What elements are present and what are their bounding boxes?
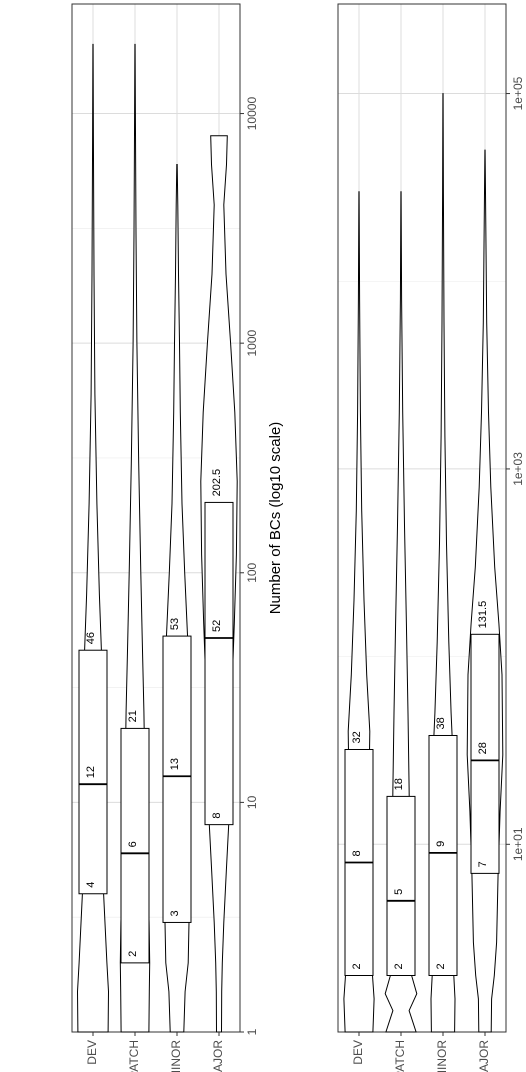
annotation-q1: 2 [435,963,447,969]
plot-border [337,3,507,1033]
annotation-q1: 4 [85,882,97,888]
annotation-q3: 21 [127,710,139,722]
annotation-q1: 2 [351,963,363,969]
plot-background [72,4,240,1032]
x-tick-label: PATCH [127,1040,141,1072]
y-tick-label: 10000 [245,97,259,131]
annotation-q1: 3 [169,910,181,916]
annotation-q3: 131.5 [477,601,489,629]
annotation-q1: 2 [127,951,139,957]
x-tick-label: MAJOR [211,1040,225,1072]
annotation-q1: 8 [211,813,223,819]
x-tick-label: MINOR [169,1040,183,1072]
annotation-q3: 46 [85,632,97,644]
plot-background [338,4,506,1032]
box-patch [120,727,150,964]
annotation-q1: 2 [393,963,405,969]
annotation-q3: 202.5 [211,469,223,497]
x-tick-label: DEV [85,1040,99,1065]
x-tick-label: MINOR [435,1040,449,1072]
box-minor [162,635,192,923]
y-tick-label: 10 [245,795,259,809]
plot-border [71,3,241,1033]
annotation-q3: 18 [393,778,405,790]
x-tick-label: DEV [351,1040,365,1065]
y-tick-label: 1e+01 [511,827,525,861]
box-major [470,633,500,874]
y-axis-title: Number of BCs (log10 scale) [267,422,284,615]
y-tick-label: 100 [245,562,259,582]
box-major [204,501,234,826]
y-tick-label: 1e+05 [511,76,525,110]
annotation-q1: 7 [477,861,489,867]
annotation-median: 13 [169,758,181,770]
annotation-median: 8 [351,850,363,856]
y-tick-label: 1000 [245,329,259,356]
annotation-q3: 38 [435,717,447,729]
box-dev [78,649,108,895]
y-tick-label: 1 [245,1028,259,1035]
x-tick-label: PATCH [393,1040,407,1072]
y-tick-label: 1e+03 [511,452,525,486]
box-minor [428,734,458,976]
chart-panel-2: 728131.52938251828321e+011e+031e+05MAJOR… [337,3,525,1072]
annotation-q3: 53 [169,618,181,630]
annotation-median: 52 [211,620,223,632]
annotation-median: 12 [85,766,97,778]
x-tick-label: MAJOR [477,1040,491,1072]
annotation-median: 28 [477,742,489,754]
annotation-median: 9 [435,841,447,847]
annotation-median: 6 [127,841,139,847]
annotation-q3: 32 [351,731,363,743]
chart-panel-1: 8 52 202.5 3 13 53 2 6 21 4 12 46 1 10 100 1000 10000 MAJ… [71,3,284,1072]
annotation-median: 5 [393,889,405,895]
box-patch [386,795,416,976]
